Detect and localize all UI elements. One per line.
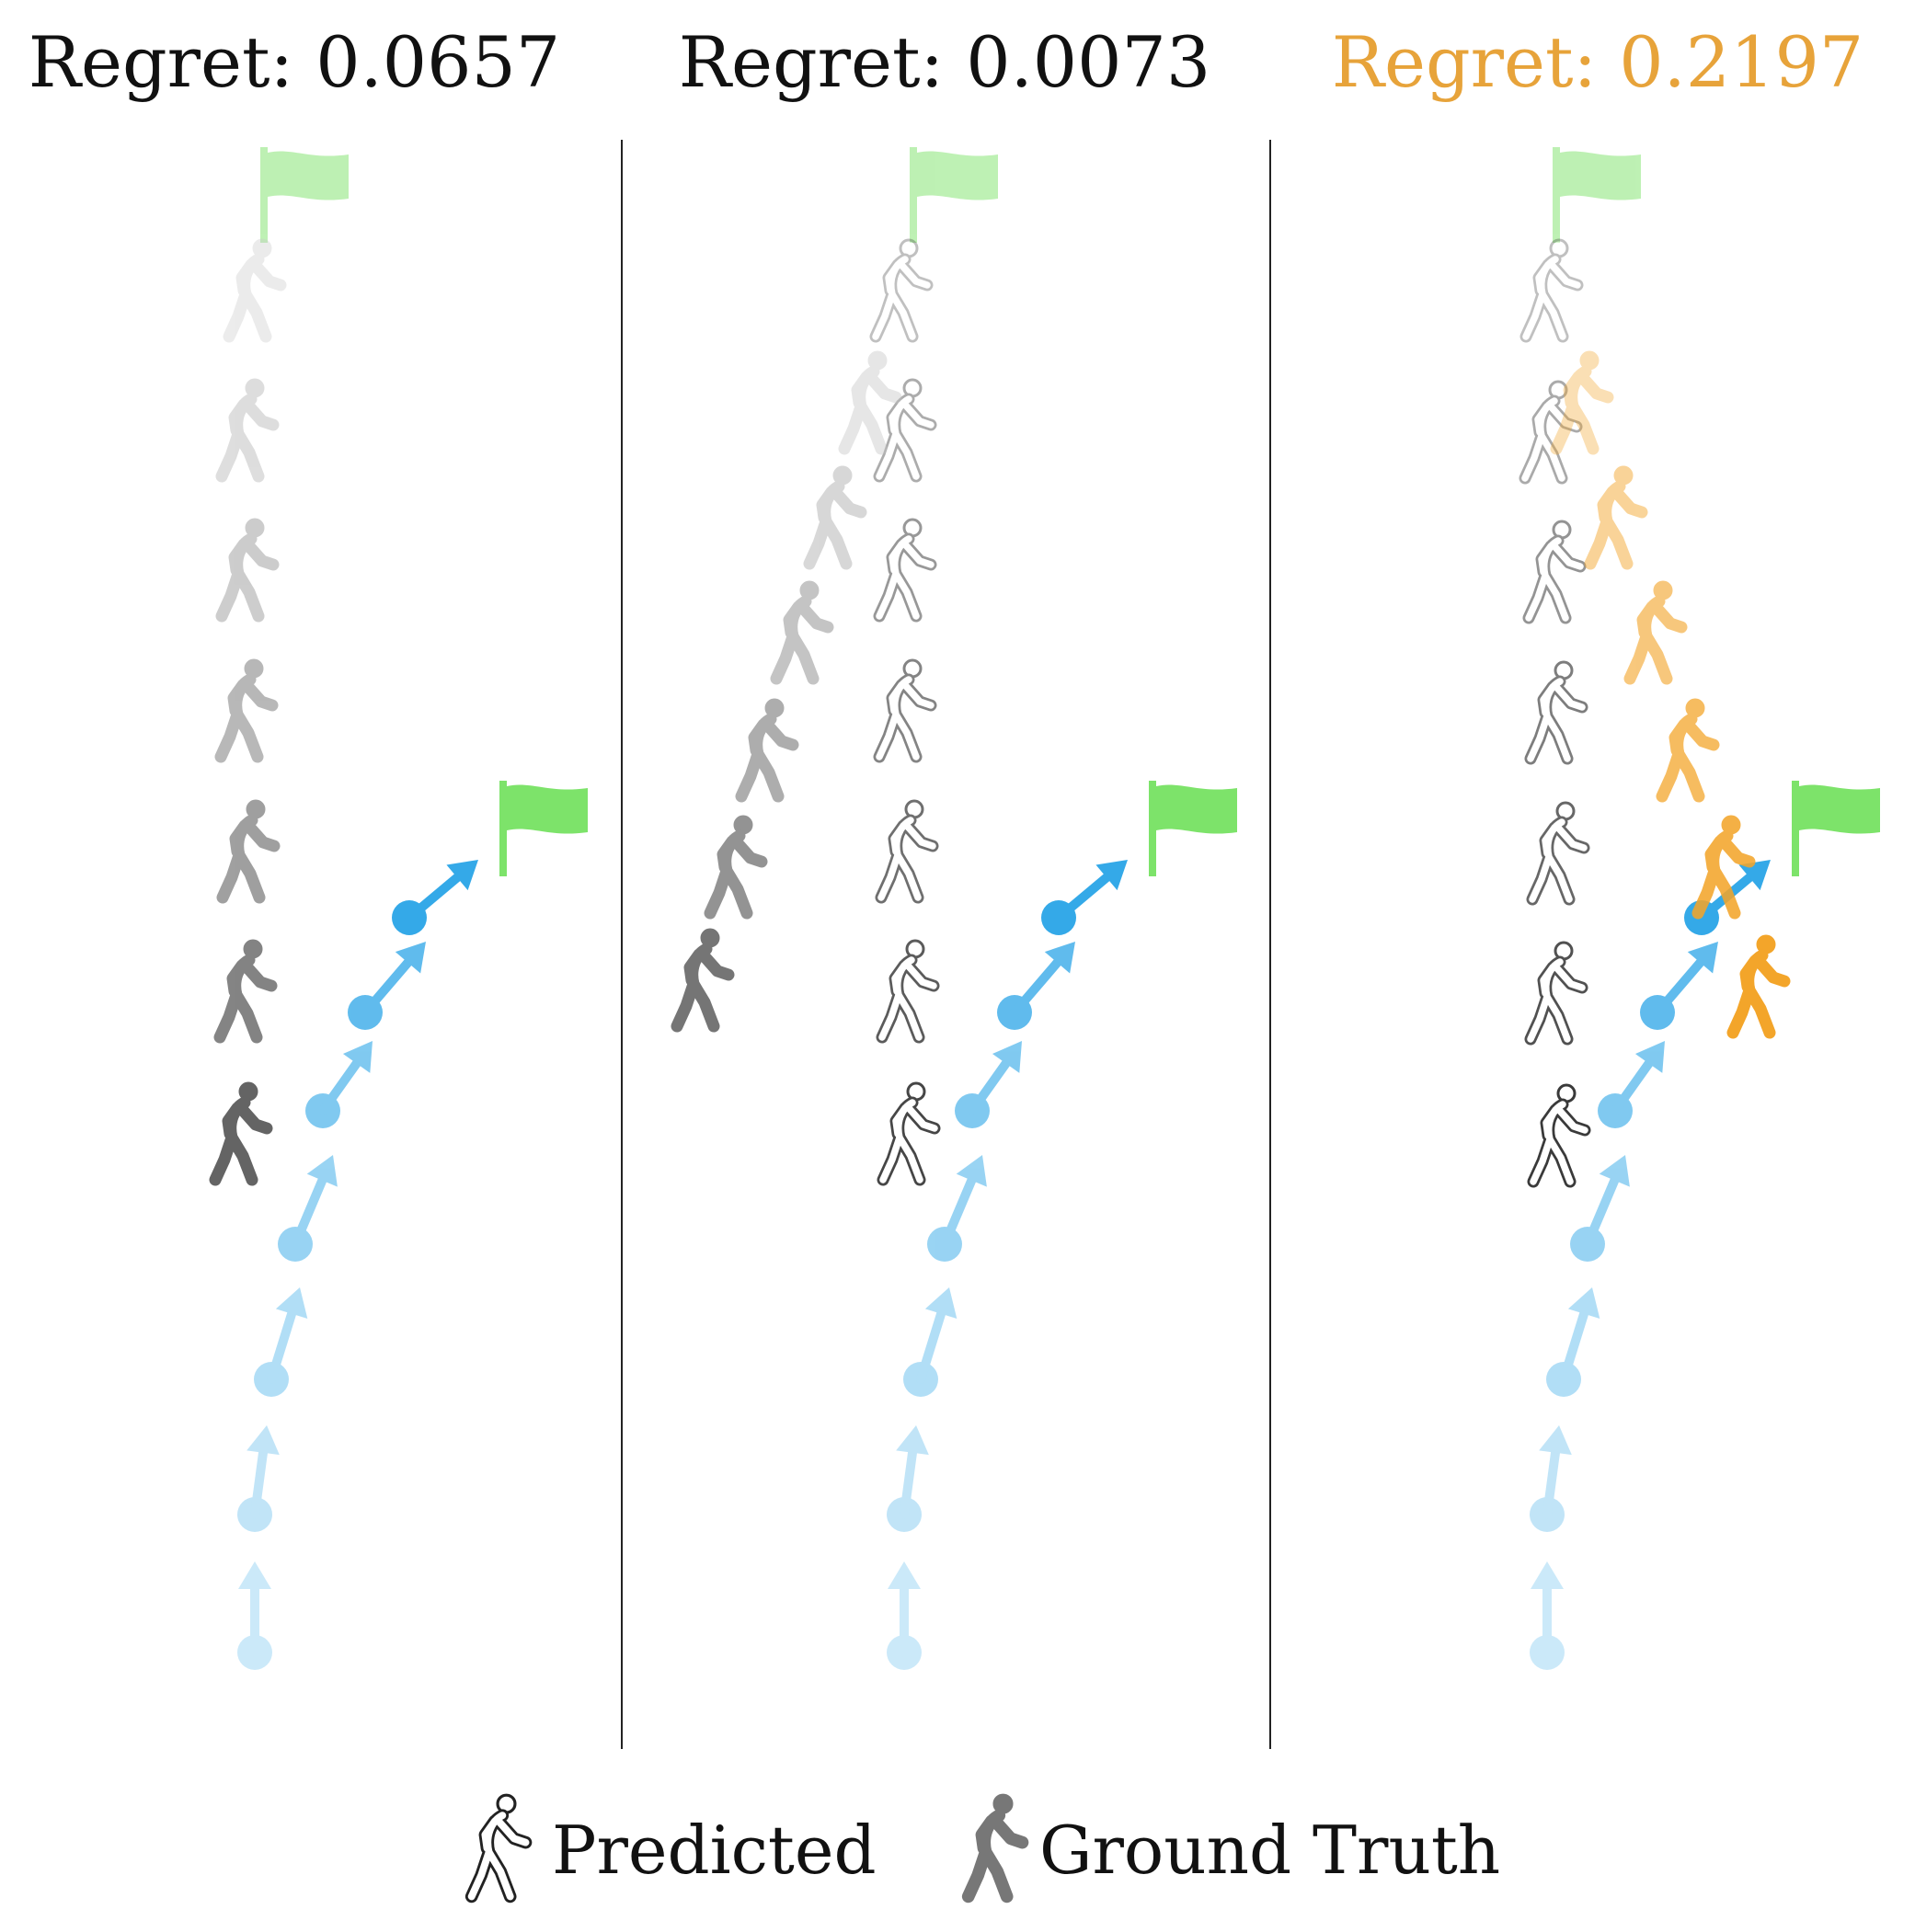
panel-3-predicted-pedestrian-1: [1519, 238, 1584, 343]
panel-3-ego-arrow-5: [1598, 1041, 1665, 1128]
panel-3-predicted-pedestrian-2: [1519, 380, 1583, 485]
panel-1-goal-flag: [499, 781, 588, 876]
panel-2-predicted-pedestrian-4: [873, 658, 937, 763]
panel-3-predicted-pedestrian-5: [1526, 801, 1590, 906]
panel-1-ego-arrow-3: [254, 1287, 308, 1397]
panel-2-predicted-pedestrian-1: [869, 238, 934, 343]
panel-1-goal-flag-faded: [260, 147, 349, 243]
panel-1-ground-truth-pedestrian-6: [213, 939, 278, 1044]
panel-2-predicted-pedestrian-6: [876, 939, 940, 1044]
panel-divider-2: [1269, 140, 1271, 1749]
panel-1-ground-truth-pedestrian-5: [216, 799, 281, 904]
panel-3-ground-truth-pedestrian-4: [1656, 698, 1720, 803]
panel-3-ego-arrow-4: [1570, 1155, 1630, 1262]
panel-2-predicted-pedestrian-2: [873, 378, 937, 483]
panel-2-ego-arrow-3: [903, 1287, 958, 1397]
panel-3-predicted-pedestrian-6: [1524, 941, 1588, 1046]
panel-2-ego-arrow-5: [955, 1041, 1022, 1128]
panel-2-ego-arrow-6: [997, 942, 1075, 1030]
panel-2-ego-arrow-4: [927, 1155, 987, 1262]
legend-predicted-icon: [464, 1793, 533, 1903]
panel-3-ego-arrow-3: [1546, 1287, 1600, 1397]
legend-predicted-label: Predicted: [552, 1812, 877, 1889]
panel-3-predicted-pedestrian-4: [1524, 660, 1588, 765]
panel-1-title: Regret: 0.0657: [28, 21, 561, 103]
panel-3-ground-truth-pedestrian-5: [1691, 815, 1756, 920]
panel-1-ego-arrow-1: [237, 1561, 272, 1670]
panel-2-ground-truth-pedestrian-1: [838, 350, 902, 455]
panel-1-ego-arrow-2: [237, 1425, 280, 1532]
panel-2-ego-arrow-2: [887, 1425, 929, 1532]
panel-2-ground-truth-pedestrian-2: [803, 465, 867, 570]
panel-3-title: Regret: 0.2197: [1331, 21, 1864, 103]
legend-ground-truth-label: Ground Truth: [1039, 1812, 1501, 1889]
panel-3-goal-flag-faded: [1553, 147, 1641, 243]
panel-2-ego-arrow-7: [1041, 860, 1128, 935]
panel-2-predicted-pedestrian-3: [873, 518, 937, 623]
panel-1-ground-truth-pedestrian-2: [215, 378, 280, 483]
panel-divider-1: [621, 140, 623, 1749]
panel-1-ground-truth-pedestrian-7: [209, 1081, 273, 1186]
panel-2-ground-truth-pedestrian-5: [704, 815, 768, 920]
panel-2-ego-arrow-1: [887, 1561, 922, 1670]
panel-1-ground-truth-pedestrian-3: [215, 518, 280, 623]
panel-3-ground-truth-pedestrian-6: [1726, 934, 1791, 1039]
panel-3-ground-truth-pedestrian-3: [1623, 580, 1688, 685]
panel-3-ego-arrow-2: [1530, 1425, 1572, 1532]
panel-1-ego-arrow-7: [392, 860, 478, 935]
panel-2-ground-truth-pedestrian-3: [770, 580, 834, 685]
panel-3-ego-arrow-6: [1640, 942, 1718, 1030]
legend-ground-truth-icon: [961, 1793, 1029, 1903]
panel-2-predicted-pedestrian-5: [875, 799, 939, 904]
panel-1-ego-arrow-4: [278, 1155, 338, 1262]
panel-2-title: Regret: 0.0073: [678, 21, 1211, 103]
panel-3-ground-truth-pedestrian-2: [1584, 465, 1648, 570]
panel-1-ego-arrow-5: [305, 1041, 373, 1128]
panel-2-predicted-pedestrian-7: [877, 1081, 941, 1186]
panel-2-ground-truth-pedestrian-6: [671, 928, 735, 1033]
panel-1-ground-truth-pedestrian-4: [214, 658, 279, 763]
panel-1-ego-arrow-6: [348, 942, 426, 1030]
panel-1-ground-truth-pedestrian-1: [223, 238, 287, 343]
panel-2-goal-flag-faded: [910, 147, 998, 243]
panel-3-ego-arrow-1: [1530, 1561, 1565, 1670]
panel-3-ground-truth-pedestrian-1: [1550, 350, 1614, 455]
panel-3-predicted-pedestrian-7: [1527, 1083, 1591, 1188]
panel-2-goal-flag: [1149, 781, 1237, 876]
panel-3-goal-flag: [1792, 781, 1880, 876]
panel-3-predicted-pedestrian-3: [1522, 520, 1587, 624]
panel-2-ground-truth-pedestrian-4: [735, 698, 799, 803]
